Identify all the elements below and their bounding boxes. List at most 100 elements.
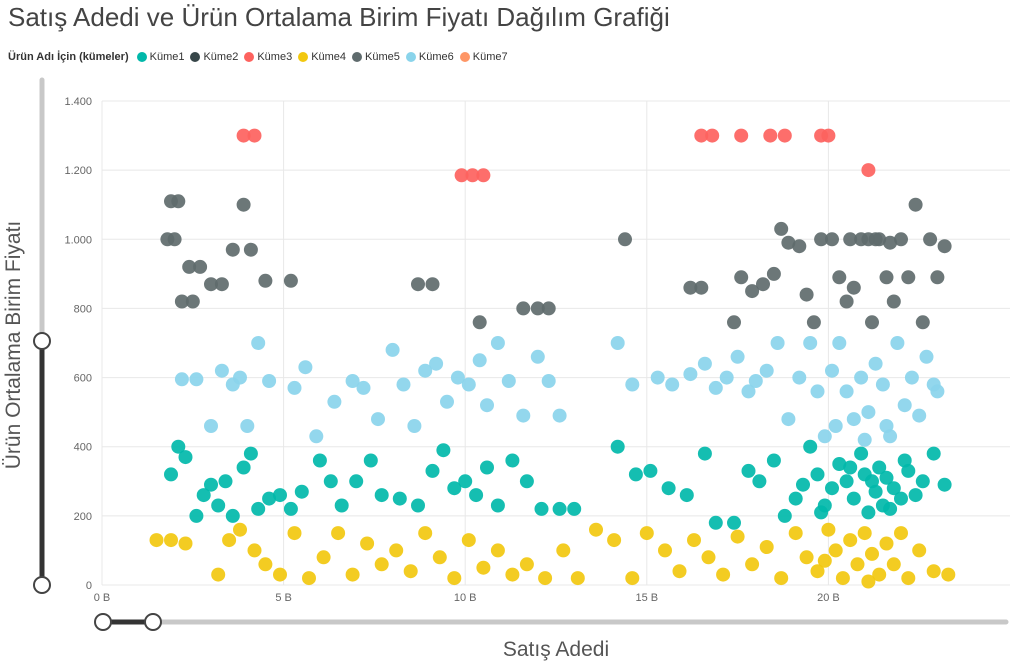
data-point: [570, 571, 585, 586]
data-point: [781, 412, 796, 427]
data-point: [418, 526, 433, 541]
data-point: [745, 284, 760, 299]
legend-label: Küme3: [257, 51, 293, 63]
y-slider-top-handle[interactable]: [33, 332, 51, 350]
data-point: [879, 419, 894, 433]
data-point: [679, 488, 694, 503]
data-point: [480, 398, 494, 413]
data-point: [458, 474, 473, 489]
data-point: [814, 232, 829, 247]
data-point: [886, 294, 901, 309]
legend-item[interactable]: Küme5: [352, 51, 400, 63]
data-point: [273, 567, 287, 582]
y-tick-label: 1.400: [64, 96, 92, 108]
data-point: [658, 543, 672, 558]
data-point: [745, 557, 760, 572]
data-point: [541, 301, 556, 316]
y-tick-label: 400: [74, 442, 92, 454]
data-point: [868, 232, 883, 247]
data-point: [781, 235, 796, 250]
data-point: [821, 128, 836, 143]
data-point: [618, 232, 632, 247]
legend-item[interactable]: Küme6: [405, 51, 454, 63]
data-point: [919, 349, 934, 364]
data-point: [828, 543, 843, 558]
data-point: [323, 474, 338, 489]
data-point: [697, 356, 712, 371]
data-point: [857, 526, 872, 541]
data-point: [854, 446, 869, 461]
y-tick-label: 1.200: [64, 165, 92, 177]
data-point: [298, 360, 313, 375]
data-point: [233, 522, 247, 537]
legend-label: Küme2: [203, 51, 239, 63]
data-point: [752, 474, 767, 489]
legend-item[interactable]: Küme3: [244, 51, 292, 63]
data-point: [766, 266, 781, 281]
data-point: [345, 374, 360, 388]
data-point: [174, 372, 189, 387]
data-point: [334, 498, 349, 513]
data-point: [861, 574, 876, 589]
data-point: [941, 567, 956, 582]
data-point: [247, 543, 262, 558]
data-point: [792, 370, 807, 385]
data-point: [628, 467, 643, 482]
legend-item[interactable]: Küme1: [136, 51, 184, 63]
x-slider-right-handle[interactable]: [144, 613, 162, 631]
data-point: [461, 377, 476, 392]
data-point: [719, 370, 734, 385]
series-küme5: [160, 194, 952, 330]
series-küme1: [164, 439, 952, 530]
legend-item[interactable]: Küme7: [459, 51, 508, 63]
data-point: [371, 412, 385, 427]
data-point: [730, 529, 745, 544]
data-point: [806, 315, 821, 330]
data-point: [774, 571, 789, 586]
legend-label: Küme6: [418, 51, 454, 63]
data-point: [472, 353, 487, 368]
data-point: [363, 453, 378, 468]
data-point: [240, 419, 255, 433]
data-point: [251, 501, 266, 516]
data-point: [193, 259, 208, 274]
data-point: [411, 498, 425, 513]
data-point: [185, 294, 200, 309]
data-point: [792, 239, 807, 254]
data-point: [683, 280, 698, 295]
data-point: [846, 412, 861, 427]
data-point: [839, 384, 854, 399]
data-point: [727, 515, 741, 530]
data-point: [178, 536, 193, 551]
data-point: [534, 501, 549, 516]
data-point: [392, 491, 407, 506]
data-point: [937, 477, 952, 492]
data-point: [258, 557, 273, 572]
legend: Ürün Adı İçin (kümeler) Küme1 Küme2 Küme3 K…: [8, 48, 514, 66]
legend-label: Küme4: [311, 51, 347, 63]
x-tick-label: 15 B: [635, 592, 658, 604]
x-slider-left-handle[interactable]: [94, 613, 112, 631]
data-point: [901, 571, 916, 586]
data-point: [886, 557, 901, 572]
data-point: [672, 564, 687, 579]
data-point: [374, 488, 389, 503]
data-point: [894, 232, 908, 247]
legend-item[interactable]: Küme2: [190, 51, 238, 63]
legend-item[interactable]: Küme4: [298, 51, 346, 63]
data-point: [832, 336, 847, 350]
data-point: [225, 242, 240, 257]
data-point: [926, 564, 941, 579]
data-point: [349, 474, 364, 489]
data-point: [552, 501, 567, 516]
data-point: [730, 349, 745, 364]
data-point: [243, 446, 258, 461]
data-point: [894, 526, 908, 541]
data-point: [908, 197, 923, 212]
data-point: [519, 474, 534, 489]
y-slider-bottom-handle[interactable]: [33, 576, 51, 594]
legend-swatch: [405, 52, 416, 62]
legend-label: Küme7: [472, 51, 508, 63]
data-point: [164, 467, 178, 482]
data-point: [418, 363, 433, 378]
